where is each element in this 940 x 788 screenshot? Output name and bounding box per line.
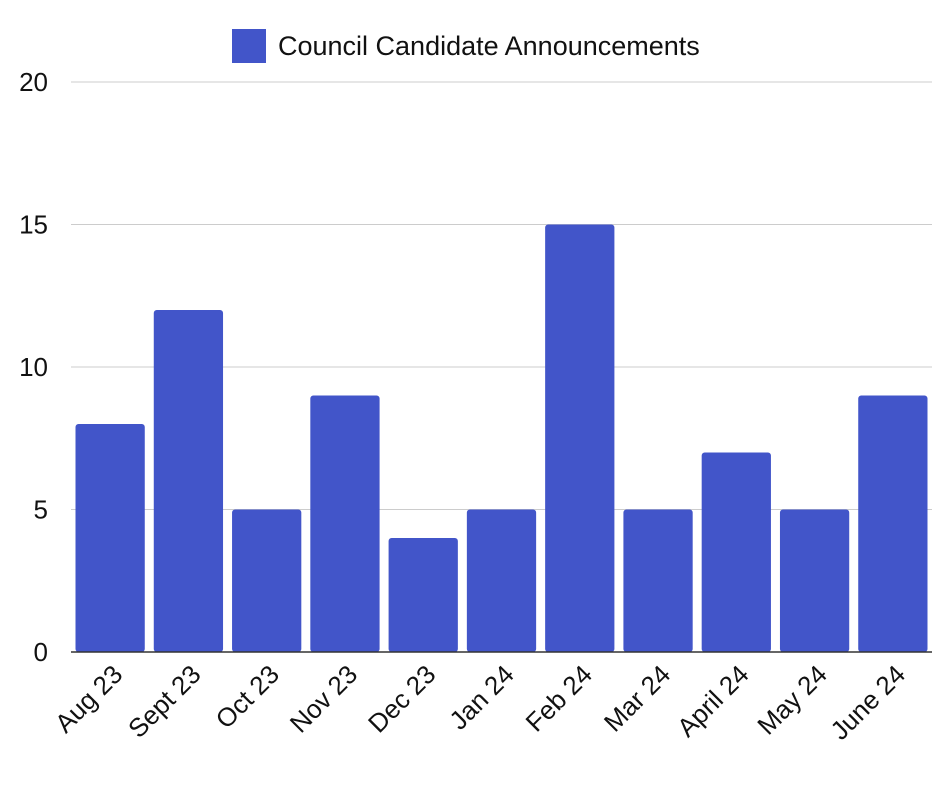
x-tick-label: Dec 23 xyxy=(362,659,441,738)
bar xyxy=(545,224,615,652)
bars xyxy=(75,224,928,652)
bar xyxy=(466,509,537,652)
bar xyxy=(858,395,928,652)
bar xyxy=(623,509,693,652)
y-tick-label: 10 xyxy=(19,352,48,382)
y-tick-label: 15 xyxy=(19,210,48,240)
legend-label: Council Candidate Announcements xyxy=(278,31,700,61)
bar xyxy=(153,310,224,652)
y-tick-label: 20 xyxy=(19,67,48,97)
legend: Council Candidate Announcements xyxy=(232,29,700,63)
x-tick-label: Jan 24 xyxy=(443,659,519,735)
bar xyxy=(388,538,458,652)
x-tick-label: Feb 24 xyxy=(520,659,598,737)
x-tick-label: Aug 23 xyxy=(49,659,128,738)
y-axis: 0 5 10 15 20 xyxy=(19,67,48,667)
bar xyxy=(779,509,850,652)
y-tick-label: 0 xyxy=(34,637,48,667)
x-tick-label: April 24 xyxy=(671,659,755,743)
bar xyxy=(310,395,380,652)
x-tick-label: Oct 23 xyxy=(210,659,285,734)
bar xyxy=(701,452,771,652)
bar xyxy=(232,509,302,652)
bar xyxy=(75,424,145,652)
x-tick-label: Nov 23 xyxy=(284,659,363,738)
x-tick-label: Sept 23 xyxy=(122,659,207,744)
legend-swatch xyxy=(232,29,266,63)
x-tick-label: June 24 xyxy=(824,659,911,746)
x-tick-label: Mar 24 xyxy=(598,659,676,737)
y-tick-label: 5 xyxy=(34,495,48,525)
x-tick-label: May 24 xyxy=(751,659,833,741)
